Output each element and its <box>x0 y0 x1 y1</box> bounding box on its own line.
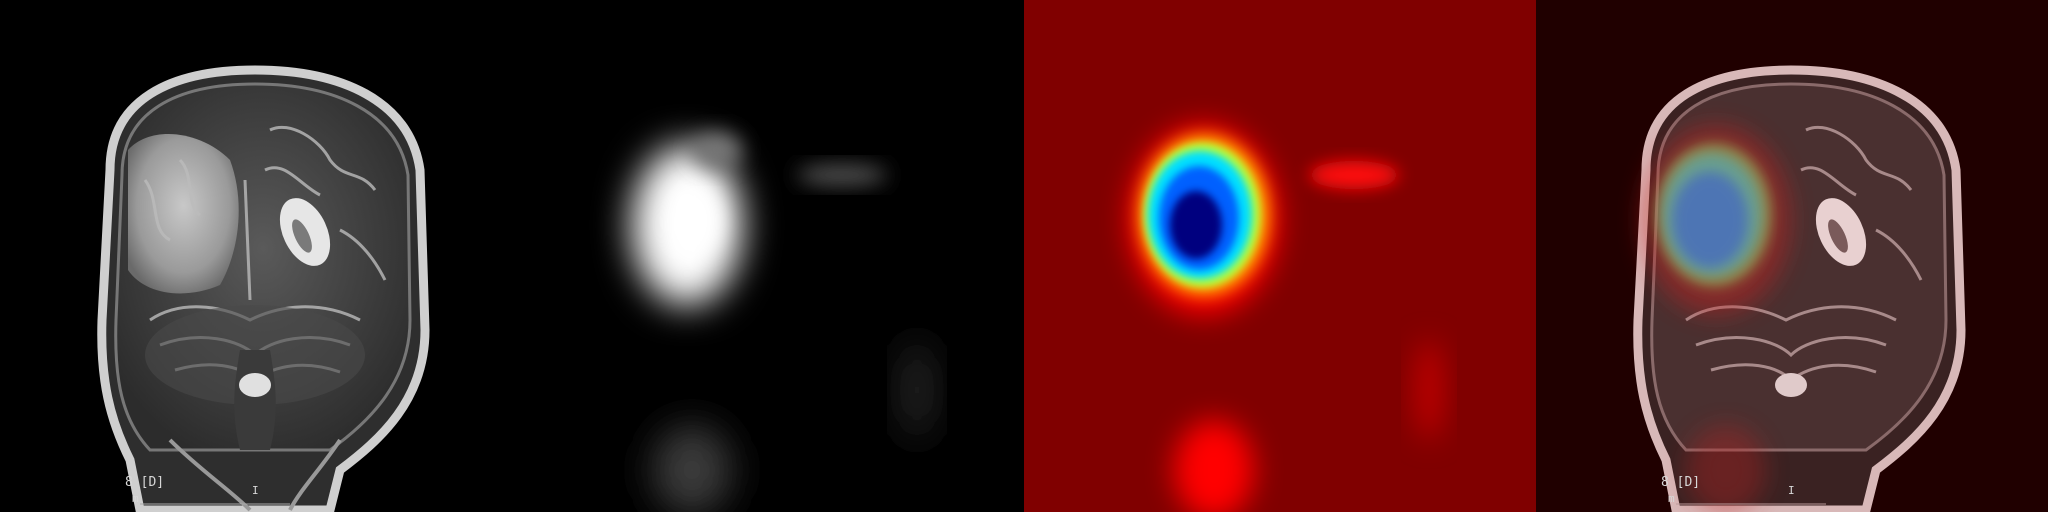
slice-label: 8 [D] <box>125 475 165 490</box>
grayscale-attention-map <box>512 0 1024 512</box>
jet-colormap-heatmap <box>1024 0 1536 512</box>
orientation-label: m <box>132 492 139 505</box>
heatmap-overlay-on-mri <box>1536 0 2048 512</box>
orientation-label: m <box>1668 492 1675 505</box>
jet-heatmap-panel <box>1024 0 1536 512</box>
overlay-panel: 8 [D] m I <box>1536 0 2048 512</box>
grayscale-map-panel <box>512 0 1024 512</box>
scale-tick-label: I <box>1788 484 1795 497</box>
mri-panel: 8 [D] m I <box>0 0 512 512</box>
slice-label: 8 [D] <box>1661 475 1701 490</box>
scale-tick-label: I <box>252 484 259 497</box>
mri-brain-image <box>0 0 512 512</box>
